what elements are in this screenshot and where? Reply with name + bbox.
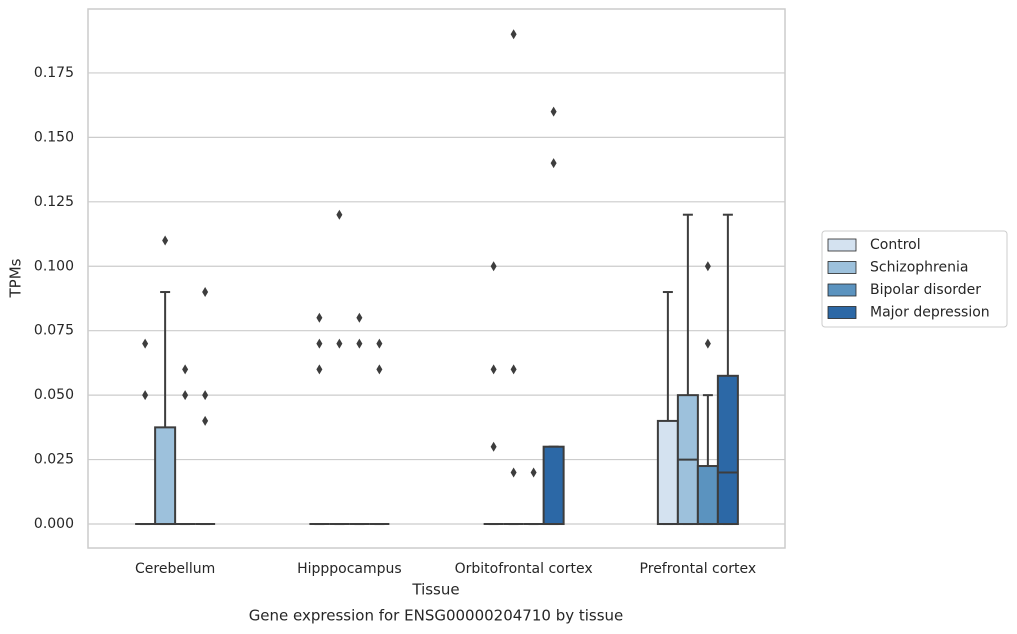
outlier [142,390,149,401]
outlier [376,338,383,349]
outlier [510,29,517,40]
legend-label: Major depression [870,305,990,321]
outlier [550,158,557,169]
box [154,426,177,526]
y-tick-label: 0.175 [34,65,74,81]
outlier [316,338,323,349]
outlier [202,287,209,298]
outlier [316,364,323,375]
y-tick-label: 0.150 [34,129,74,145]
y-tick-label: 0.025 [34,452,74,468]
plot-frame [87,8,786,549]
outlier [182,364,189,375]
outlier [490,364,497,375]
outlier [336,209,343,220]
x-tick-label: Orbitofrontal cortex [455,561,593,577]
box [716,374,739,526]
outlier [490,261,497,272]
y-tick-label: 0.125 [34,194,74,210]
legend-label: Bipolar disorder [870,282,981,298]
box [542,445,565,526]
outlier [182,390,189,401]
outlier [510,364,517,375]
box [656,419,679,526]
x-tick-label: Prefrontal cortex [640,561,757,577]
x-tick-label: Hipppocampus [297,561,402,577]
legend: Control Schizophrenia Bipolar disorder Majo… [821,230,1008,328]
y-tick-label: 0.075 [34,323,74,339]
y-tick-label: 0.050 [34,387,74,403]
outlier [162,235,169,246]
x-axis-label: Tissue [411,581,459,599]
legend-swatch [827,283,857,297]
y-axis-label: TPMs [7,258,25,298]
legend-label: Schizophrenia [870,260,968,276]
outlier [202,415,209,426]
outlier [356,338,363,349]
outlier [316,312,323,323]
outlier [530,467,537,478]
x-tick-label: Cerebellum [135,561,215,577]
chart-title: Gene expression for ENSG00000204710 by t… [249,607,624,625]
outlier [490,441,497,452]
outlier [704,261,711,272]
y-tick-label: 0.000 [34,516,74,532]
outlier [142,338,149,349]
legend-swatch [827,261,857,274]
outlier [550,106,557,117]
outlier [376,364,383,375]
outlier [510,467,517,478]
outlier [356,312,363,323]
legend-swatch [827,306,857,319]
outlier [704,338,711,349]
y-tick-label: 0.100 [34,258,74,274]
outlier [336,338,343,349]
outlier [202,390,209,401]
box [696,465,719,526]
legend-swatch [827,238,857,252]
legend-label: Control [870,237,921,253]
legend-frame [821,230,1008,328]
